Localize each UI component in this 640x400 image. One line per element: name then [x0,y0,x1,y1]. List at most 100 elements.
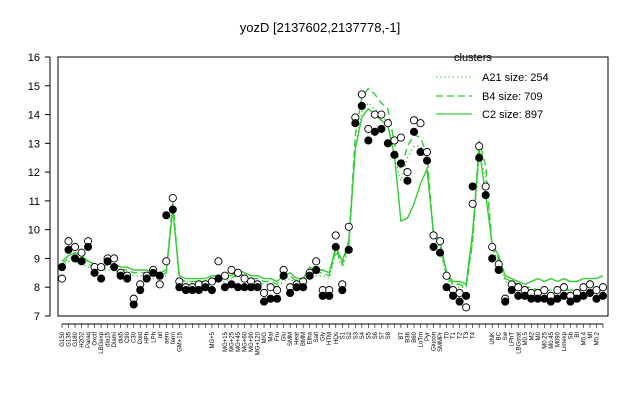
x-tick-label: nit [158,332,164,339]
data-point [207,277,216,286]
data-point [90,268,99,277]
data-point [273,294,282,303]
x-tick-label: Paraq [86,332,92,348]
data-point [214,257,223,266]
y-tick-label: 12 [28,167,40,179]
data-point [110,254,119,263]
x-tick-label: M0.2 [594,331,600,345]
data-point [64,245,73,254]
x-tick-label: MG+5 [210,331,216,348]
data-point [162,211,171,220]
data-point [488,254,497,263]
data-point [501,297,510,306]
y-tick-label: 10 [28,225,40,237]
series-line-c2 [61,107,604,286]
x-tick-label: GM+15 [177,331,183,352]
data-point [396,133,405,142]
data-point [462,303,471,312]
x-tick-label: M0.5 [523,331,529,345]
y-tick-label: 14 [28,110,40,122]
data-point [97,263,106,272]
data-point [70,242,80,251]
data-point [592,294,601,303]
legend-label-c2: C2 size: 897 [482,109,543,121]
data-point [520,291,529,300]
x-tick-label: S8 [386,331,392,339]
data-point [383,119,392,128]
data-point [227,265,236,275]
y-tick-label: 7 [34,311,40,323]
data-point [475,142,484,151]
y-tick-label: 16 [28,52,40,64]
data-point [435,248,445,257]
data-point [273,286,282,295]
data-point [507,286,516,295]
x-tick-label: M090 [555,331,561,347]
x-tick-label: B60 [412,331,418,342]
data-point [286,288,295,298]
data-point [312,257,321,266]
x-tick-label: S3 [353,331,359,339]
data-point [77,248,86,257]
x-tick-label: G135 [67,331,73,346]
x-tick-label: Sb [568,331,574,339]
x-tick-label: M0.4 [581,331,587,345]
data-point [429,242,438,251]
x-tick-label: T1 [451,331,457,339]
x-tick-label: HPh [145,332,151,344]
x-tick-label: LBGstat [516,332,522,354]
x-tick-label: SMM [288,332,294,346]
data-point [331,231,340,240]
data-point [357,90,366,99]
y-tick-label: 15 [28,81,40,93]
x-tick-label: Etha [308,331,314,344]
y-tick-label: 8 [34,282,40,294]
x-tick-label: S4 [360,331,366,339]
x-tick-label: M0.25 [542,331,548,348]
legend-label-b4: B4 size: 709 [482,91,543,103]
x-tick-label: G150 [60,331,66,346]
data-point [325,291,334,300]
x-tick-label: MG+90 [249,331,255,352]
legend: clusters A21 size: 254 B4 size: 709 C2 s… [436,52,549,121]
x-tick-label: dia5 [119,331,125,343]
x-tick-label: SMMPr [438,332,444,352]
data-point [220,271,230,280]
x-tick-label: S7 [379,331,385,339]
x-tick-label: T3 [464,331,470,339]
data-point [351,119,360,128]
data-point [312,265,321,275]
data-point [409,127,419,136]
x-tick-label: MG+15 [223,331,229,352]
data-point [305,271,314,280]
data-point [279,271,288,280]
legend-title: clusters [454,52,492,64]
data-point [357,101,366,110]
x-tick-label: Fru [275,332,281,341]
data-point [442,271,451,280]
x-tick-label: Cold [138,332,144,344]
data-point [220,283,230,292]
data-point [344,222,353,231]
x-tick-label: B36 [405,331,411,342]
data-point [481,191,490,200]
x-tick-label: Heat [295,332,301,345]
x-tick-label: Gly [321,332,327,341]
data-point [383,139,392,148]
data-point [455,288,464,298]
x-tick-label: HTM [327,332,333,345]
x-tick-label: H2O2 [80,331,86,347]
x-tick-label: MG+60 [243,331,249,352]
x-tick-label: MG+45 [236,331,242,352]
data-point [344,245,353,254]
x-tick-label: aero [164,331,170,344]
data-point [123,274,132,283]
x-tick-label: Glu [282,332,288,341]
x-tick-label: Salt [314,332,320,343]
data-point [64,237,73,246]
data-point [103,257,112,266]
data-point [110,263,119,272]
x-tick-label: S5 [366,331,372,339]
data-point [442,283,451,292]
